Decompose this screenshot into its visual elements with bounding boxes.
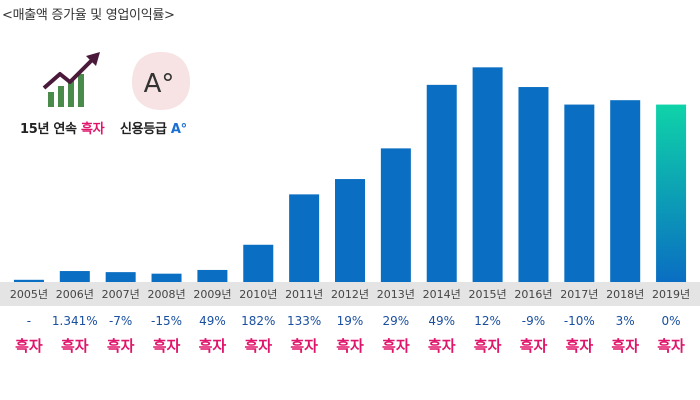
x-axis-band — [0, 282, 700, 306]
growth-rate-label: 3% — [616, 314, 635, 328]
x-tick-label: 2009년 — [193, 288, 231, 301]
x-tick-label: 2008년 — [147, 288, 185, 301]
x-tick-label: 2012년 — [331, 288, 369, 301]
streak-caption: 15년 연속 흑자 — [20, 118, 105, 137]
credit-caption-grade: A° — [170, 122, 187, 137]
streak-caption-accent: 흑자 — [80, 122, 105, 137]
bar-2015 — [472, 67, 503, 282]
x-tick-label: 2014년 — [423, 288, 461, 301]
growth-rate-label: 133% — [287, 314, 321, 328]
bar-2008 — [151, 273, 182, 282]
growth-rate-label: 49% — [428, 314, 455, 328]
x-tick-label: 2007년 — [102, 288, 140, 301]
profit-status-label: 흑자 — [15, 337, 43, 355]
bar-2013 — [380, 148, 411, 282]
profit-status-label: 흑자 — [474, 337, 502, 355]
growth-rate-label: 1.341% — [52, 314, 98, 328]
bar-2012 — [335, 179, 365, 282]
profit-status-label: 흑자 — [611, 337, 639, 355]
profit-status-label: 흑자 — [428, 337, 456, 355]
bar-2006 — [59, 271, 90, 282]
bar-2010 — [243, 244, 274, 282]
bar-2011 — [289, 194, 320, 282]
x-tick-label: 2019년 — [652, 288, 690, 301]
x-tick-label: 2013년 — [377, 288, 415, 301]
x-tick-label: 2017년 — [560, 288, 598, 301]
growth-rate-label: 12% — [474, 314, 501, 328]
profit-status-label: 흑자 — [107, 337, 135, 355]
profit-status-label: 흑자 — [153, 337, 181, 355]
growth-rate-label: -15% — [151, 314, 182, 328]
chart-title: <매출액 증가율 및 영업이익률> — [2, 8, 175, 23]
x-tick-label: 2005년 — [10, 288, 48, 301]
bar-2014 — [426, 84, 457, 282]
streak-caption-prefix: 15년 연속 — [20, 122, 81, 137]
bar-2019 — [656, 104, 687, 282]
growth-rate-label: 182% — [241, 314, 275, 328]
x-tick-label: 2006년 — [56, 288, 94, 301]
profit-status-label: 흑자 — [290, 337, 318, 355]
growth-rate-label: - — [27, 314, 31, 328]
credit-caption: 신용등급 A° — [120, 118, 187, 137]
x-tick-label: 2011년 — [285, 288, 323, 301]
growth-bars-arrow-icon — [42, 52, 100, 107]
growth-rate-label: -10% — [564, 314, 595, 328]
profit-status-label: 흑자 — [199, 337, 227, 355]
growth-rate-label: 0% — [662, 314, 681, 328]
growth-rate-label: 19% — [337, 314, 364, 328]
credit-caption-prefix: 신용등급 — [120, 122, 171, 137]
x-tick-label: 2015년 — [469, 288, 507, 301]
profit-status-label: 흑자 — [566, 337, 594, 355]
profit-status-label: 흑자 — [657, 337, 685, 355]
credit-badge-letter: A° — [144, 69, 175, 99]
growth-rate-label: 29% — [383, 314, 410, 328]
x-tick-label: 2018년 — [606, 288, 644, 301]
profit-status-label: 흑자 — [336, 337, 364, 355]
bar-2016 — [518, 87, 549, 282]
credit-grade-badge-icon: A° — [132, 52, 190, 110]
growth-rate-label: -9% — [522, 314, 545, 328]
x-tick-label: 2010년 — [239, 288, 277, 301]
profit-status-label: 흑자 — [520, 337, 548, 355]
profit-status-label: 흑자 — [244, 337, 272, 355]
bar-2017 — [564, 104, 595, 282]
bar-2005 — [13, 279, 44, 282]
bar-2007 — [105, 272, 136, 282]
bar-2018 — [610, 100, 641, 282]
growth-rate-label: -7% — [109, 314, 132, 328]
profit-status-label: 흑자 — [382, 337, 410, 355]
x-tick-label: 2016년 — [514, 288, 552, 301]
profit-status-label: 흑자 — [61, 337, 89, 355]
bar-2009 — [197, 269, 228, 282]
growth-rate-label: 49% — [199, 314, 226, 328]
